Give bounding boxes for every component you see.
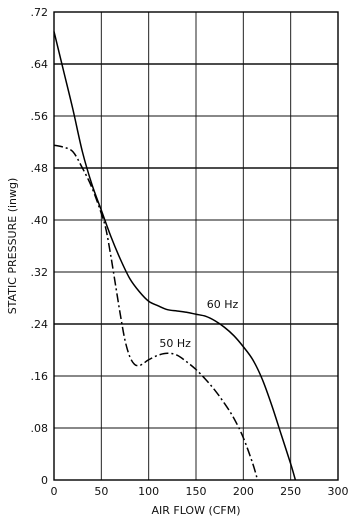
x-tick-label: 50 [94,485,108,498]
y-tick-label: .32 [31,266,49,279]
x-tick-label: 300 [328,485,349,498]
series-line-60hz [53,31,297,481]
y-tick-label: .24 [31,318,49,331]
series-label: 50 Hz [159,337,191,350]
x-axis-title: AIR FLOW (CFM) [151,504,240,517]
x-tick-label: 100 [138,485,159,498]
y-tick-label: 0 [41,474,48,487]
y-tick-label: .64 [31,58,49,71]
plot-border [53,11,339,481]
x-tick-label: 200 [233,485,254,498]
x-tick-label: 0 [51,485,58,498]
y-tick-label: .56 [31,110,49,123]
y-tick-label: .40 [31,214,49,227]
x-tick-label: 250 [280,485,301,498]
y-axis-title: STATIC PRESSURE (inwg) [6,178,19,315]
series-line-50hz [53,144,259,481]
x-tick-label: 150 [186,485,207,498]
y-tick-label: .16 [31,370,49,383]
y-tick-label: .72 [31,6,49,19]
y-tick-label: .48 [31,162,49,175]
y-tick-label: .08 [31,422,49,435]
series-label: 60 Hz [207,298,239,311]
